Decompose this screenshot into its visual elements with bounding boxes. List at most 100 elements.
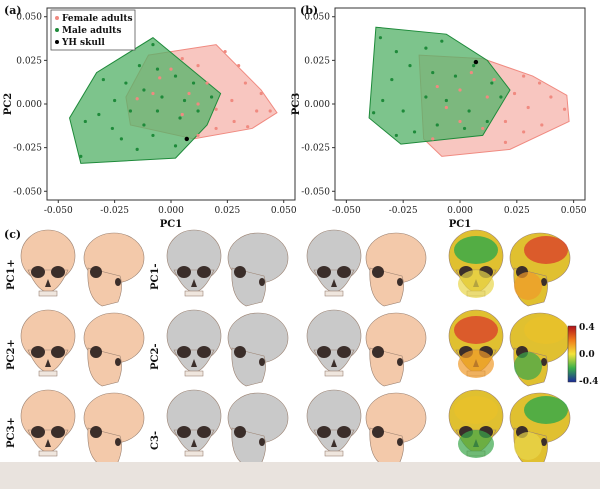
eye-socket-left — [31, 346, 45, 358]
male-point — [124, 81, 128, 85]
male-point — [408, 64, 412, 68]
female-point — [223, 50, 227, 54]
male-point — [79, 154, 83, 158]
skull-front-gray — [166, 389, 222, 457]
female-point — [135, 97, 139, 101]
female-point — [151, 91, 155, 96]
colorbar-max-label: 0.4 — [579, 323, 595, 333]
male-point — [467, 109, 471, 113]
male-point — [155, 109, 160, 113]
colorbar — [567, 325, 577, 383]
female-point — [562, 107, 567, 111]
ear-hole — [259, 278, 265, 286]
x-axis-label: PC1 — [160, 219, 182, 230]
female-point — [187, 91, 191, 96]
eye-socket — [372, 426, 384, 438]
male-point — [424, 95, 428, 99]
ear-hole — [115, 278, 121, 286]
panel-label-c: (c) — [4, 228, 22, 241]
female-point — [255, 109, 259, 113]
skull-front-compare — [306, 229, 362, 297]
y-tick-label: 0.025 — [16, 56, 42, 66]
eye-socket — [90, 266, 102, 278]
nasal-cavity — [191, 439, 197, 447]
male-point — [182, 98, 187, 103]
y-tick-label: -0.025 — [301, 144, 330, 154]
ear-hole — [397, 358, 403, 366]
male-point — [196, 109, 200, 113]
female-point — [503, 140, 508, 144]
legend-marker — [55, 40, 59, 44]
heat-region — [458, 350, 494, 378]
female-point — [259, 91, 263, 96]
eye-socket — [234, 426, 246, 438]
eye-socket-right — [337, 266, 351, 278]
eye-socket-right — [51, 266, 65, 278]
ear-hole — [397, 278, 403, 286]
male-point — [435, 123, 439, 127]
female-point — [158, 76, 162, 80]
male-point — [137, 64, 142, 68]
female-point — [431, 137, 435, 141]
female-point — [205, 81, 209, 85]
male-point — [462, 126, 467, 131]
male-point — [97, 112, 101, 117]
male-point — [151, 43, 155, 47]
female-point — [214, 107, 218, 111]
female-point — [481, 126, 485, 131]
male-point — [372, 111, 376, 115]
panel-label-b: (b) — [300, 4, 319, 17]
legend-box — [50, 9, 136, 51]
male-point — [83, 119, 87, 124]
female-point — [196, 102, 200, 106]
male-point — [485, 119, 489, 124]
male-point — [135, 147, 139, 151]
skull-side-gray — [227, 312, 289, 387]
female-point — [243, 81, 247, 85]
male-point — [178, 116, 182, 120]
male-point — [128, 109, 133, 113]
male-point — [191, 81, 196, 85]
y-tick-label: 0.000 — [16, 100, 42, 110]
skull-side-peach — [83, 232, 145, 307]
teeth — [324, 370, 344, 377]
female-point — [435, 84, 439, 89]
x-tick-label: -0.025 — [389, 206, 418, 216]
ear-hole — [259, 358, 265, 366]
male-point — [440, 39, 444, 43]
skull-front-peach — [20, 309, 76, 377]
female-point — [485, 95, 489, 99]
eye-socket — [90, 426, 102, 438]
heat-region — [454, 396, 498, 424]
nasal-cavity — [191, 279, 197, 287]
female-point — [458, 88, 462, 92]
ear-hole — [259, 438, 265, 446]
female-point — [180, 57, 184, 61]
heat-region — [524, 236, 568, 264]
male-point — [472, 64, 476, 68]
eye-socket-right — [51, 426, 65, 438]
skull-front-gray — [166, 309, 222, 377]
eye-socket-left — [31, 426, 45, 438]
male-point — [394, 50, 398, 54]
yh-point — [184, 136, 189, 142]
ear-hole — [115, 438, 121, 446]
heat-region — [458, 270, 494, 298]
male-point — [444, 98, 448, 103]
male-point — [101, 77, 105, 82]
nasal-cavity — [191, 359, 197, 367]
eye-socket-left — [177, 426, 191, 438]
skull-front-heatmap — [448, 389, 504, 458]
nasal-cavity — [45, 439, 51, 447]
female-point — [169, 67, 173, 71]
nasal-cavity — [331, 279, 337, 287]
eye-socket — [372, 266, 384, 278]
male-point — [209, 95, 214, 99]
female-point — [246, 125, 250, 129]
male-point — [173, 74, 178, 78]
female-point — [196, 64, 200, 68]
skull-front-gray — [166, 229, 222, 297]
ear-hole — [541, 438, 547, 446]
y-axis-label: PC2 — [3, 93, 14, 115]
